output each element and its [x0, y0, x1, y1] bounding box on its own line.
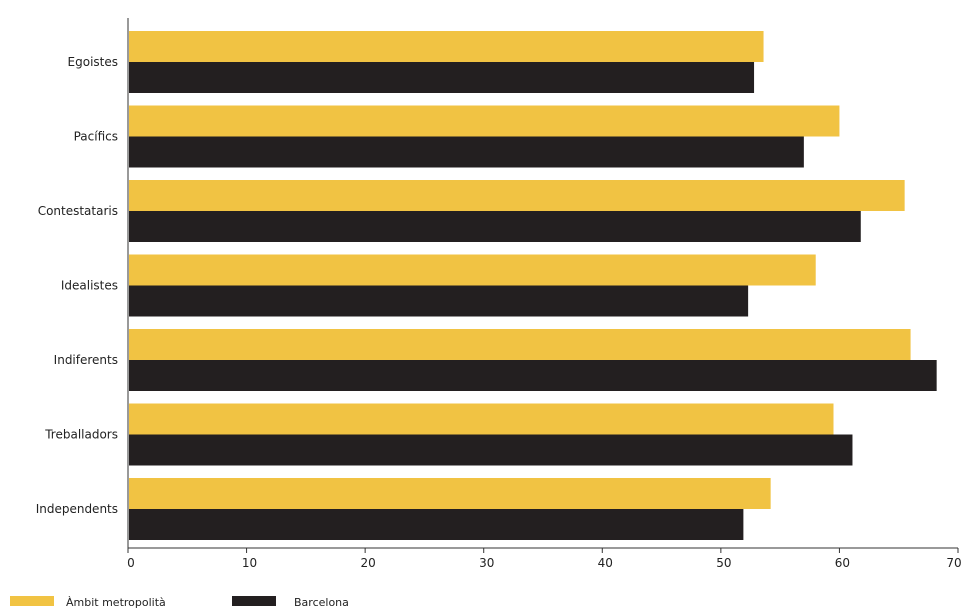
bar-ambit-metropolita-2 [129, 180, 905, 211]
bar-ambit-metropolita-6 [129, 478, 771, 509]
x-tick-label: 0 [127, 556, 135, 570]
bar-barcelona-0 [129, 62, 755, 93]
bar-barcelona-6 [129, 509, 744, 540]
bar-barcelona-2 [129, 211, 861, 242]
x-tick-label: 60 [835, 556, 850, 570]
bar-barcelona-5 [129, 434, 853, 466]
bar-ambit-metropolita-5 [129, 403, 834, 435]
bars-group [129, 31, 937, 540]
legend-swatch-1 [232, 596, 276, 606]
bar-barcelona-1 [129, 136, 804, 168]
bar-ambit-metropolita-4 [129, 329, 911, 360]
x-ticks-group: 0 10 20 30 40 50 60 70 [127, 548, 962, 570]
category-label: Independents [36, 502, 118, 516]
category-label: Pacífics [74, 130, 118, 144]
x-tick-label: 50 [716, 556, 731, 570]
bar-barcelona-4 [129, 360, 937, 391]
category-label: Contestataris [38, 204, 118, 218]
x-tick-label: 40 [598, 556, 613, 570]
category-labels-group: Egoistes Pacífics Contestataris Idealistes I… [36, 55, 118, 516]
x-tick-label: 70 [946, 556, 961, 570]
category-label: Treballadors [44, 428, 118, 442]
bar-ambit-metropolita-1 [129, 105, 840, 137]
x-tick-label: 30 [479, 556, 494, 570]
legend-label-0: Àmbit metropolità [66, 596, 166, 609]
category-label: Idealistes [61, 279, 118, 293]
legend-label-1: Barcelona [294, 596, 349, 609]
x-tick-label: 20 [361, 556, 376, 570]
bar-barcelona-3 [129, 285, 749, 317]
bar-ambit-metropolita-0 [129, 31, 764, 62]
bar-ambit-metropolita-3 [129, 254, 816, 286]
category-label: Indiferents [54, 353, 118, 367]
x-tick-label: 10 [242, 556, 257, 570]
legend: Àmbit metropolità Barcelona [10, 596, 349, 609]
legend-swatch-0 [10, 596, 54, 606]
category-label: Egoistes [68, 55, 118, 69]
